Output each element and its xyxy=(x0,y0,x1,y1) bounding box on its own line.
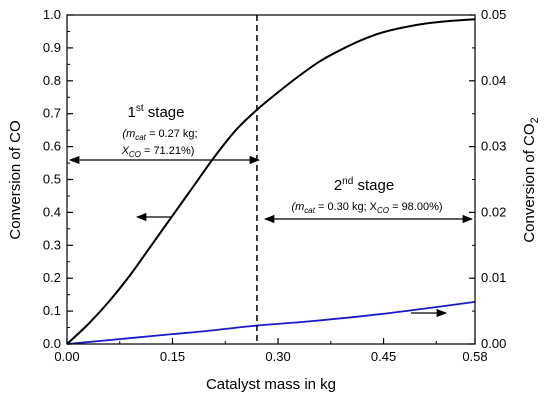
x-tick-label: 0.30 xyxy=(265,349,290,364)
stage1-label-number: 1 xyxy=(128,104,136,121)
y-left-tick-label: 1.0 xyxy=(43,7,61,22)
y-left-tick-label: 0.1 xyxy=(43,303,61,318)
stage2-label-number: 2 xyxy=(334,177,342,194)
y-right-axis-title-main: Conversion of CO xyxy=(521,123,538,242)
series-co-conversion xyxy=(66,18,476,345)
y-left-tick-label: 0.6 xyxy=(43,139,61,154)
y-right-tick-label: 0.04 xyxy=(481,73,506,88)
stage2-label: 2nd stage xyxy=(334,176,394,194)
plot-frame xyxy=(66,14,476,345)
y-right-tick-label: 0.01 xyxy=(481,270,506,285)
y-right-tick-label: 0.05 xyxy=(481,7,506,22)
y-left-tick-label: 0.3 xyxy=(43,237,61,252)
x-tick-label: 0.45 xyxy=(371,349,396,364)
stage1-detail-rest: = 0.27 kg; xyxy=(146,128,198,140)
stage1-detail2-sub: CO xyxy=(129,150,141,159)
stage1-detail2-open: X xyxy=(121,145,130,157)
x-tick-label: 0.00 xyxy=(54,349,79,364)
stage2-label-sup: nd xyxy=(342,176,353,187)
stage1-detail-open: (m xyxy=(122,128,135,140)
stage2-detail-sub2: CO xyxy=(377,206,389,215)
y-left-axis-ticks: 0.0 0.1 0.2 0.3 0.4 0.5 0.6 0.7 0.8 0.9 1.0 xyxy=(43,7,73,351)
y-right-tick-label: 0.03 xyxy=(481,139,506,154)
y-right-axis-title: Conversion of CO2 xyxy=(521,117,541,242)
stage1-label: 1st stage xyxy=(128,103,185,121)
y-left-axis-title: Conversion of CO xyxy=(7,120,24,239)
stage1-label-rest: stage xyxy=(144,104,185,121)
stage2-detail-sub1: cat xyxy=(304,206,315,215)
y-left-tick-label: 0.5 xyxy=(43,172,61,187)
stage1-detail-sub: cat xyxy=(135,133,146,142)
series-co2-conversion xyxy=(66,300,476,345)
y-right-axis-title-sub: 2 xyxy=(529,117,541,123)
y-right-axis-ticks: 0.00 0.01 0.02 0.03 0.04 0.05 xyxy=(469,7,506,351)
x-axis-title: Catalyst mass in kg xyxy=(206,376,336,393)
stage2-detail-mid: = 0.30 kg; X xyxy=(315,201,378,213)
y-right-tick-label: 0.02 xyxy=(481,204,506,219)
stage2-label-rest: stage xyxy=(353,177,394,194)
y-left-tick-label: 0.9 xyxy=(43,40,61,55)
x-tick-label: 0.58 xyxy=(462,349,487,364)
stage2-detail-rest: = 98.00%) xyxy=(389,201,443,213)
y-left-tick-label: 0.8 xyxy=(43,73,61,88)
y-left-tick-label: 0.2 xyxy=(43,270,61,285)
y-left-tick-label: 0.7 xyxy=(43,106,61,121)
x-axis-ticks: 0.00 0.15 0.30 0.45 0.58 xyxy=(54,338,488,364)
stage1-detail2-rest: = 71.21%) xyxy=(141,145,195,157)
stage2-detail: (mcat = 0.30 kg; XCO = 98.00%) xyxy=(291,201,442,215)
x-tick-label: 0.15 xyxy=(160,349,185,364)
stage1-detail-line2: XCO = 71.21%) xyxy=(121,145,195,159)
y-left-tick-label: 0.4 xyxy=(43,204,61,219)
stage2-detail-open: (m xyxy=(291,201,304,213)
y-left-tick-label: 0.0 xyxy=(43,336,61,351)
stage1-detail-line1: (mcat = 0.27 kg; xyxy=(122,128,197,142)
y-right-tick-label: 0.00 xyxy=(481,336,506,351)
stage1-label-sup: st xyxy=(136,103,144,114)
